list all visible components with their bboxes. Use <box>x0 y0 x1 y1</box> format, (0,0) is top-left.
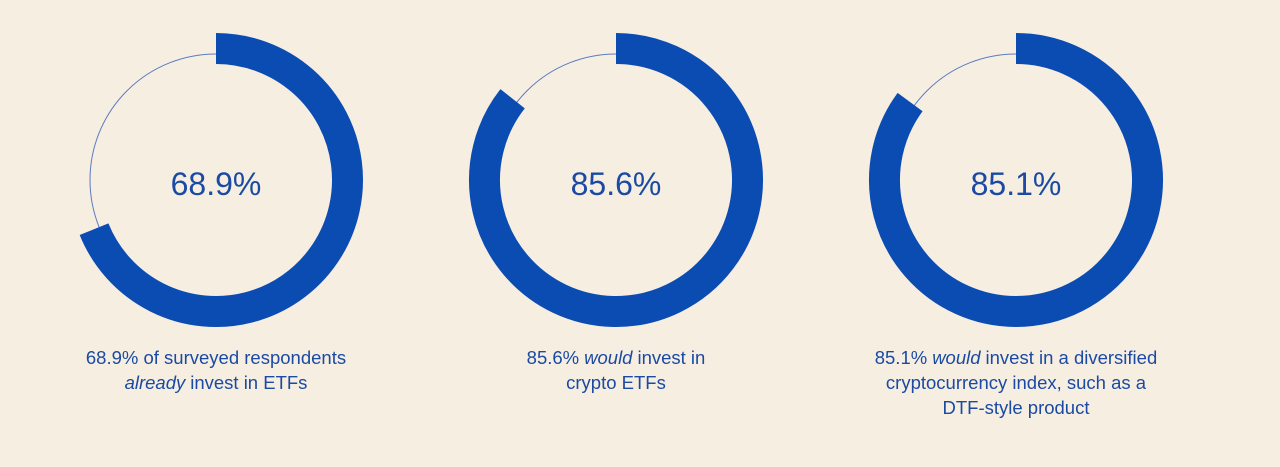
center-label: 68.9% <box>171 166 262 202</box>
donut-arc <box>469 33 763 327</box>
caption-line: crypto ETFs <box>416 370 816 395</box>
caption-line: 85.6% would invest in <box>416 345 816 370</box>
donut-arc <box>79 33 363 327</box>
caption-text: 85.6% <box>526 347 580 368</box>
caption-text: crypto ETFs <box>566 372 666 393</box>
caption: 68.9% of surveyed respondents already inve… <box>16 345 416 395</box>
caption-line: already invest in ETFs <box>16 370 416 395</box>
caption-text: invest in ETFs <box>190 372 308 393</box>
center-label: 85.6% <box>571 166 662 202</box>
caption-text: 68.9% of surveyed respondents <box>85 347 347 368</box>
caption-text: 85.1% <box>874 347 928 368</box>
caption-line: cryptocurrency index, such as a <box>816 370 1216 395</box>
caption-text: cryptocurrency index, such as a <box>885 372 1147 393</box>
caption-text: invest in a diversified <box>985 347 1158 368</box>
caption-line: 85.1% would invest in a diversified <box>816 345 1216 370</box>
caption-text: would <box>932 347 981 368</box>
caption: 85.1% would invest in a diversified cryptoc… <box>816 345 1216 420</box>
center-label: 85.1% <box>971 166 1062 202</box>
caption-text: would <box>584 347 633 368</box>
donut-arc <box>869 33 1163 327</box>
caption-text: invest in <box>637 347 706 368</box>
caption-line: 68.9% of surveyed respondents <box>16 345 416 370</box>
caption-text: DTF-style product <box>942 397 1090 418</box>
caption-text: already <box>124 372 186 393</box>
caption: 85.6% would invest in crypto ETFs <box>416 345 816 395</box>
caption-line: DTF-style product <box>816 395 1216 420</box>
